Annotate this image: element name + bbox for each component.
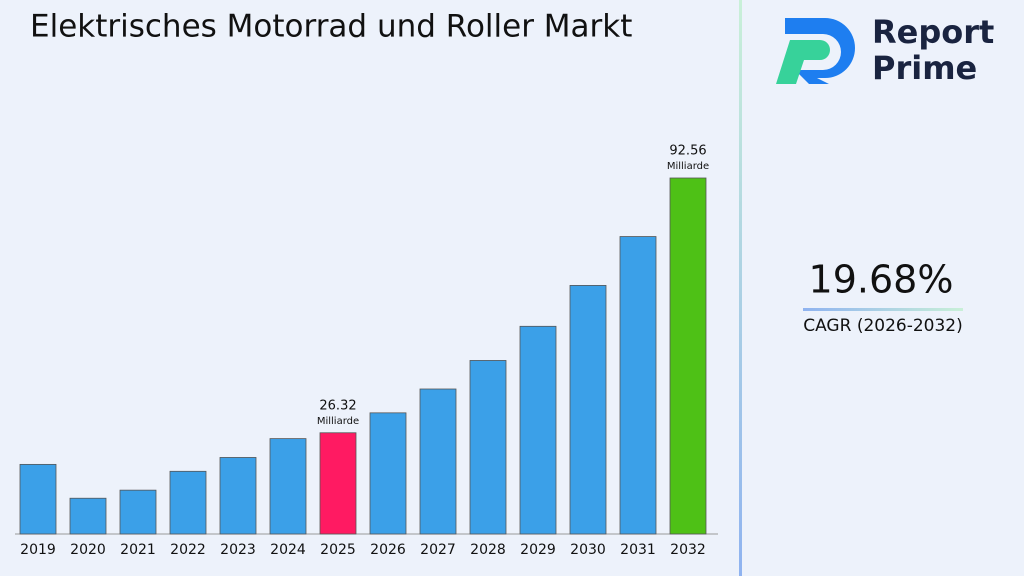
- bar: [119, 489, 157, 535]
- value-label: 92.56: [669, 144, 706, 159]
- bar: [219, 457, 257, 535]
- x-tick-label: 2022: [170, 542, 206, 558]
- x-tick-label: 2020: [70, 542, 106, 558]
- x-tick-label: 2025: [320, 542, 356, 558]
- x-tick-label: 2023: [220, 542, 256, 558]
- divider: [739, 0, 742, 576]
- x-tick-label: 2027: [420, 542, 456, 558]
- cagr-label: CAGR (2026-2032): [803, 316, 963, 336]
- cagr-underline: [803, 308, 963, 311]
- value-label: 26.32: [319, 398, 356, 413]
- value-unit: Milliarde: [667, 161, 709, 172]
- value-unit: Milliarde: [317, 416, 359, 427]
- brand-line2: Prime: [872, 49, 977, 87]
- bar: [319, 432, 357, 535]
- cagr-value: 19.68%: [809, 258, 954, 302]
- bar: [269, 438, 307, 535]
- x-tick-label: 2026: [370, 542, 406, 558]
- bar: [69, 497, 107, 535]
- x-tick-label: 2019: [20, 542, 56, 558]
- bar: [419, 388, 457, 535]
- x-tick-label: 2024: [270, 542, 306, 558]
- bar: [519, 325, 557, 535]
- bar: [469, 360, 507, 535]
- bar: [669, 177, 707, 535]
- bar: [619, 236, 657, 535]
- x-tick-label: 2032: [670, 542, 706, 558]
- bar: [19, 463, 57, 535]
- brand-line1: Report: [872, 13, 994, 51]
- logo: [776, 18, 855, 84]
- x-tick-label: 2028: [470, 542, 506, 558]
- bar: [169, 470, 207, 535]
- bar: [369, 412, 407, 535]
- x-tick-label: 2021: [120, 542, 156, 558]
- x-tick-label: 2030: [570, 542, 606, 558]
- chart-title: Elektrisches Motorrad und Roller Markt: [30, 9, 632, 45]
- x-tick-label: 2031: [620, 542, 656, 558]
- bar: [569, 285, 607, 535]
- x-tick-label: 2029: [520, 542, 556, 558]
